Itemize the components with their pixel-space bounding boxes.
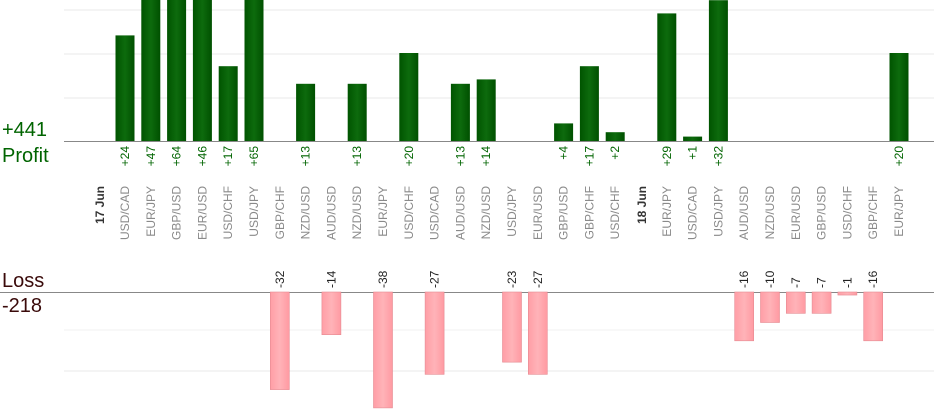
category-label: EUR/JPY <box>892 186 906 237</box>
category-label: USD/JPY <box>505 186 519 237</box>
loss-bar <box>502 291 522 363</box>
profit-bar <box>347 83 367 141</box>
profit-value-label: +13 <box>453 146 467 167</box>
loss-bar <box>321 291 342 336</box>
profit-value-label: +29 <box>660 146 674 167</box>
category-label: GBP/USD <box>557 186 571 240</box>
loss-bar <box>373 291 393 409</box>
category-label: GBP/USD <box>170 186 184 240</box>
loss-bar <box>424 291 445 375</box>
profit-bar <box>708 0 728 142</box>
loss-total: -218 <box>2 295 43 317</box>
profit-bar <box>244 0 264 141</box>
profit-value-label: +32 <box>711 146 725 167</box>
profit-value-label: +46 <box>195 146 209 167</box>
loss-label: Loss <box>2 270 45 292</box>
profit-label: Profit <box>2 145 49 167</box>
profit-bar <box>889 53 909 141</box>
category-label: EUR/USD <box>789 186 803 240</box>
profit-bar <box>141 0 161 141</box>
category-label: EUR/USD <box>195 186 209 240</box>
date-marker-label: 18 Jun <box>635 186 649 224</box>
loss-value-label: -32 <box>273 270 287 288</box>
profit-bar <box>579 66 599 141</box>
profit-value-label: +47 <box>144 146 158 167</box>
category-label: USD/CAD <box>118 186 132 240</box>
profit-value-label: +4 <box>557 146 571 160</box>
category-label: GBP/CHF <box>866 186 880 239</box>
profit-bar <box>683 136 703 141</box>
loss-bar <box>269 291 290 390</box>
bars <box>115 0 909 409</box>
category-label: NZD/USD <box>299 186 313 240</box>
category-label: AUD/USD <box>737 186 751 240</box>
loss-bar <box>863 291 884 342</box>
category-label: USD/CHF <box>840 186 854 239</box>
profit-value-label: +13 <box>299 146 313 167</box>
profit-value-label: +13 <box>350 146 364 167</box>
loss-bar <box>811 291 832 314</box>
category-label: NZD/USD <box>479 186 493 240</box>
loss-bar <box>760 291 780 323</box>
category-label: GBP/USD <box>815 186 829 240</box>
category-label: EUR/JPY <box>376 186 390 237</box>
category-label: NZD/USD <box>350 186 364 240</box>
category-label: USD/CAD <box>428 186 442 240</box>
loss-value-label: -23 <box>505 270 519 288</box>
category-label: AUD/USD <box>453 186 467 240</box>
profit-bar <box>476 79 496 141</box>
profit-bar <box>218 66 238 141</box>
profit-value-label: +64 <box>170 146 184 167</box>
loss-value-label: -27 <box>531 270 545 288</box>
loss-bar <box>785 291 806 314</box>
profit-bar <box>657 13 677 141</box>
category-label: NZD/USD <box>763 186 777 240</box>
profit-value-label: +17 <box>221 146 235 167</box>
date-marker-label: 17 Jun <box>93 186 107 224</box>
profit-bar <box>115 35 135 141</box>
profit-total: +441 <box>2 119 48 141</box>
loss-value-label: -1 <box>840 277 854 288</box>
category-label: USD/CAD <box>686 186 700 240</box>
profit-bar <box>296 83 316 141</box>
loss-value-label: -38 <box>376 270 390 288</box>
category-label: AUD/USD <box>324 186 338 240</box>
loss-value-label: -16 <box>737 270 751 288</box>
category-label: USD/CHF <box>221 186 235 239</box>
loss-value-label: -7 <box>789 277 803 288</box>
profit-bar <box>399 53 419 141</box>
category-label: USD/JPY <box>247 186 261 237</box>
profit-bar <box>450 83 470 141</box>
profit-bar <box>554 123 574 141</box>
category-label: GBP/CHF <box>582 186 596 239</box>
profit-value-label: +1 <box>686 146 700 160</box>
category-label: USD/CHF <box>402 186 416 239</box>
loss-bar <box>837 291 858 296</box>
profit-value-label: +17 <box>582 146 596 167</box>
category-label: EUR/USD <box>531 186 545 240</box>
category-label: EUR/JPY <box>144 186 158 237</box>
loss-bar <box>734 291 755 342</box>
profit-bar <box>605 132 625 141</box>
category-label: USD/JPY <box>711 186 725 237</box>
profit-value-label: +20 <box>402 146 416 167</box>
category-label: USD/CHF <box>608 186 622 239</box>
profit-bar <box>192 0 212 141</box>
profit-value-label: +2 <box>608 146 622 160</box>
loss-value-label: -27 <box>428 270 442 288</box>
profit-value-label: +20 <box>892 146 906 167</box>
profit-bar <box>167 0 187 141</box>
category-label: GBP/CHF <box>273 186 287 239</box>
loss-value-label: -7 <box>815 277 829 288</box>
profit-value-label: +14 <box>479 146 493 167</box>
category-label: EUR/JPY <box>660 186 674 237</box>
loss-value-label: -10 <box>763 270 777 288</box>
labels: 17 Jun 18 Jun +24 USD/CAD +47 EUR/JPY +64 GBP/U… <box>93 146 906 288</box>
profit-value-label: +65 <box>247 146 261 167</box>
loss-bar <box>527 291 548 375</box>
loss-value-label: -16 <box>866 270 880 288</box>
profit-value-label: +24 <box>118 146 132 167</box>
loss-value-label: -14 <box>324 270 338 288</box>
